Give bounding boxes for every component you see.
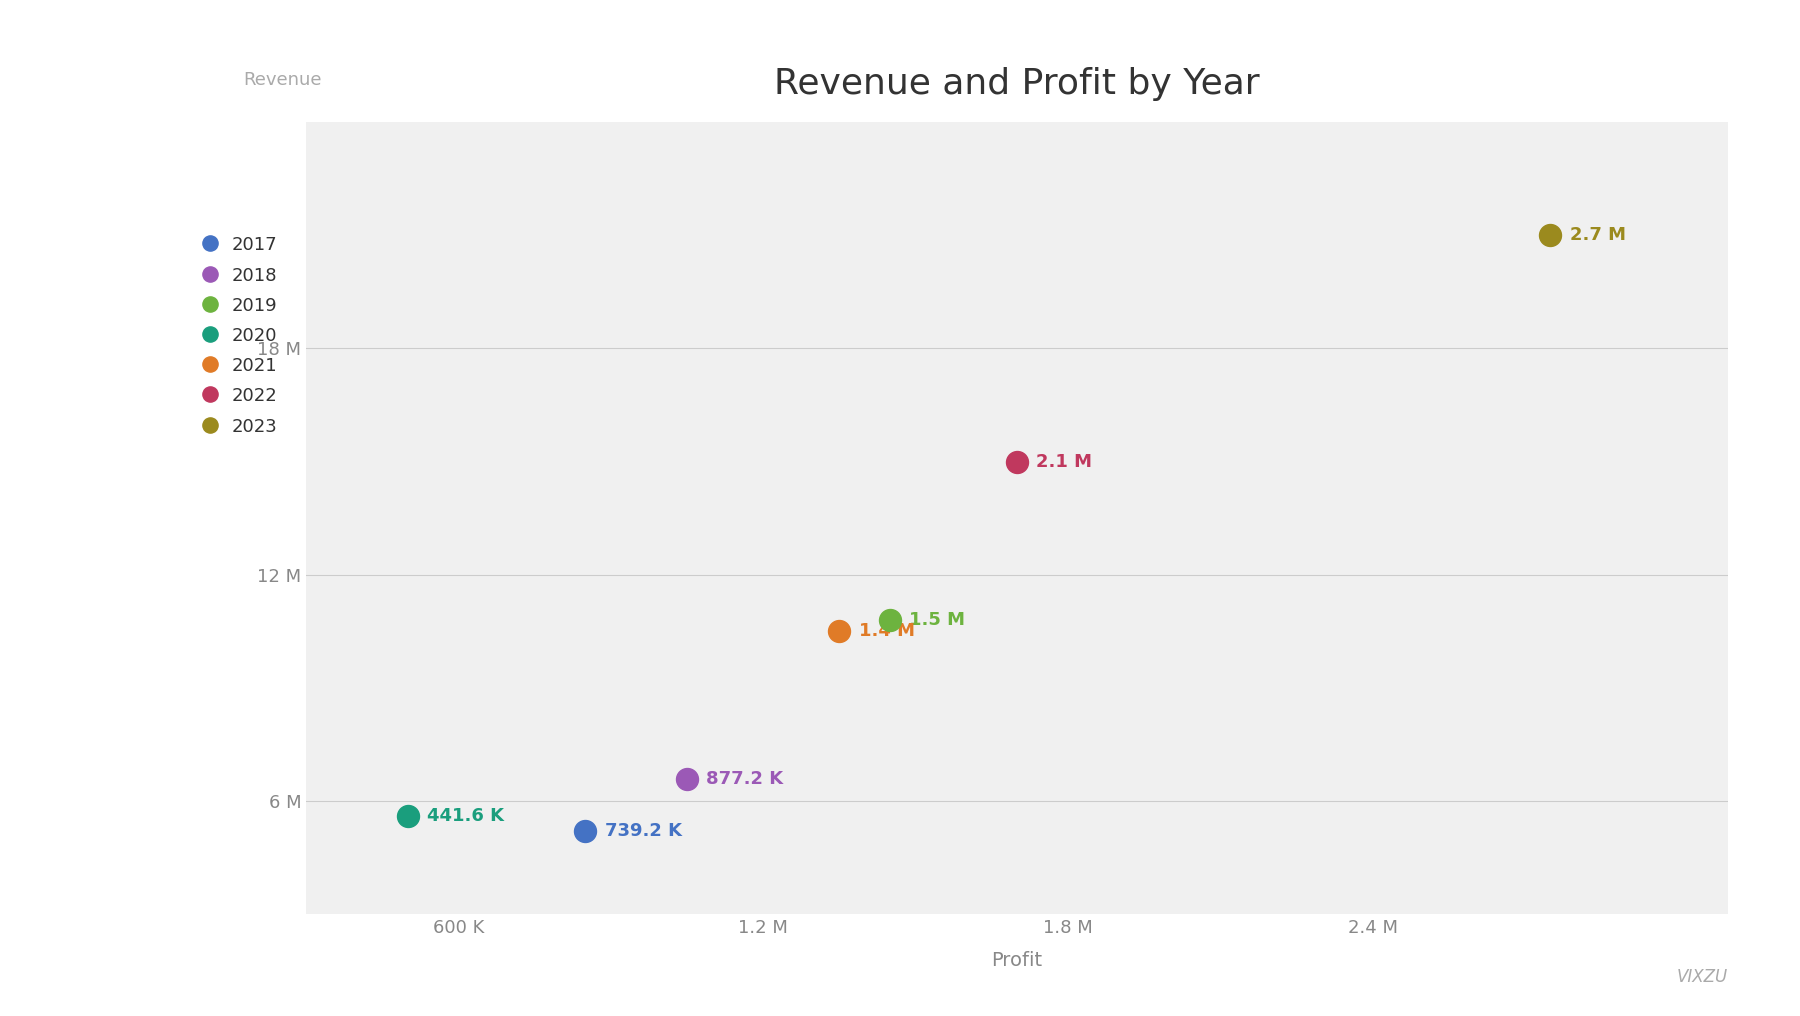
Text: Revenue: Revenue (243, 71, 322, 89)
2018 (673, 770, 702, 786)
2019 (875, 612, 904, 628)
Text: 2.1 M: 2.1 M (1037, 452, 1093, 470)
Text: 1.5 M: 1.5 M (909, 611, 965, 629)
Legend: 2017, 2018, 2019, 2020, 2021, 2022, 2023: 2017, 2018, 2019, 2020, 2021, 2022, 2023 (194, 226, 286, 445)
Text: 877.2 K: 877.2 K (706, 769, 783, 787)
2021 (824, 623, 853, 639)
X-axis label: Profit: Profit (992, 951, 1042, 970)
2023 (1535, 227, 1564, 243)
2017 (571, 823, 599, 839)
2020 (392, 808, 421, 824)
Text: 2.7 M: 2.7 M (1570, 227, 1625, 244)
Text: VIXZU: VIXZU (1678, 967, 1728, 986)
Text: 441.6 K: 441.6 K (427, 808, 504, 825)
Text: 1.4 M: 1.4 M (859, 623, 914, 640)
Title: Revenue and Profit by Year: Revenue and Profit by Year (774, 67, 1260, 102)
Text: 739.2 K: 739.2 K (605, 822, 682, 840)
2022 (1003, 453, 1031, 469)
